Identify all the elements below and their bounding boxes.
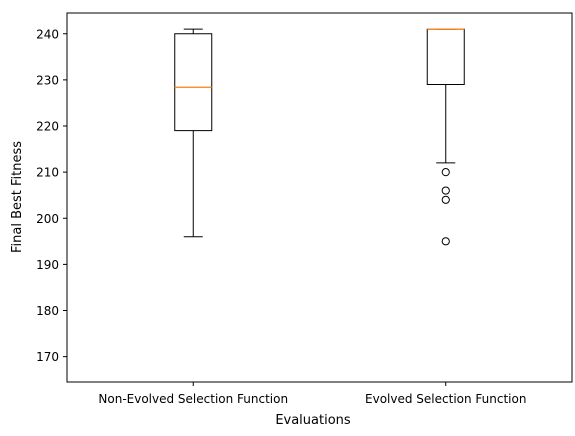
y-axis-label: Final Best Fitness — [10, 141, 25, 253]
plot-area — [66, 12, 573, 383]
outlier-point — [441, 186, 450, 195]
x-tick-label: Non-Evolved Selection Function — [98, 392, 288, 406]
x-axis-label: Evaluations — [275, 413, 351, 428]
outlier-point — [441, 168, 450, 177]
y-tick-label: 170 — [36, 350, 59, 364]
box — [174, 33, 213, 132]
y-tick-label: 190 — [36, 258, 59, 272]
y-tick-label: 210 — [36, 166, 59, 180]
outlier-point — [441, 195, 450, 204]
chart-marks — [174, 28, 465, 246]
y-tick-label: 240 — [36, 27, 59, 41]
y-tick-label: 200 — [36, 212, 59, 226]
x-tick-label: Evolved Selection Function — [365, 392, 526, 406]
y-axis-ticks: 170 180 190 200 210 220 230 240 — [36, 27, 67, 364]
y-tick-label: 230 — [36, 73, 59, 87]
y-tick-label: 220 — [36, 120, 59, 134]
outlier-point — [441, 237, 450, 246]
y-tick-label: 180 — [36, 304, 59, 318]
x-axis-ticks: Non-Evolved Selection Function Evolved Se… — [98, 382, 526, 406]
